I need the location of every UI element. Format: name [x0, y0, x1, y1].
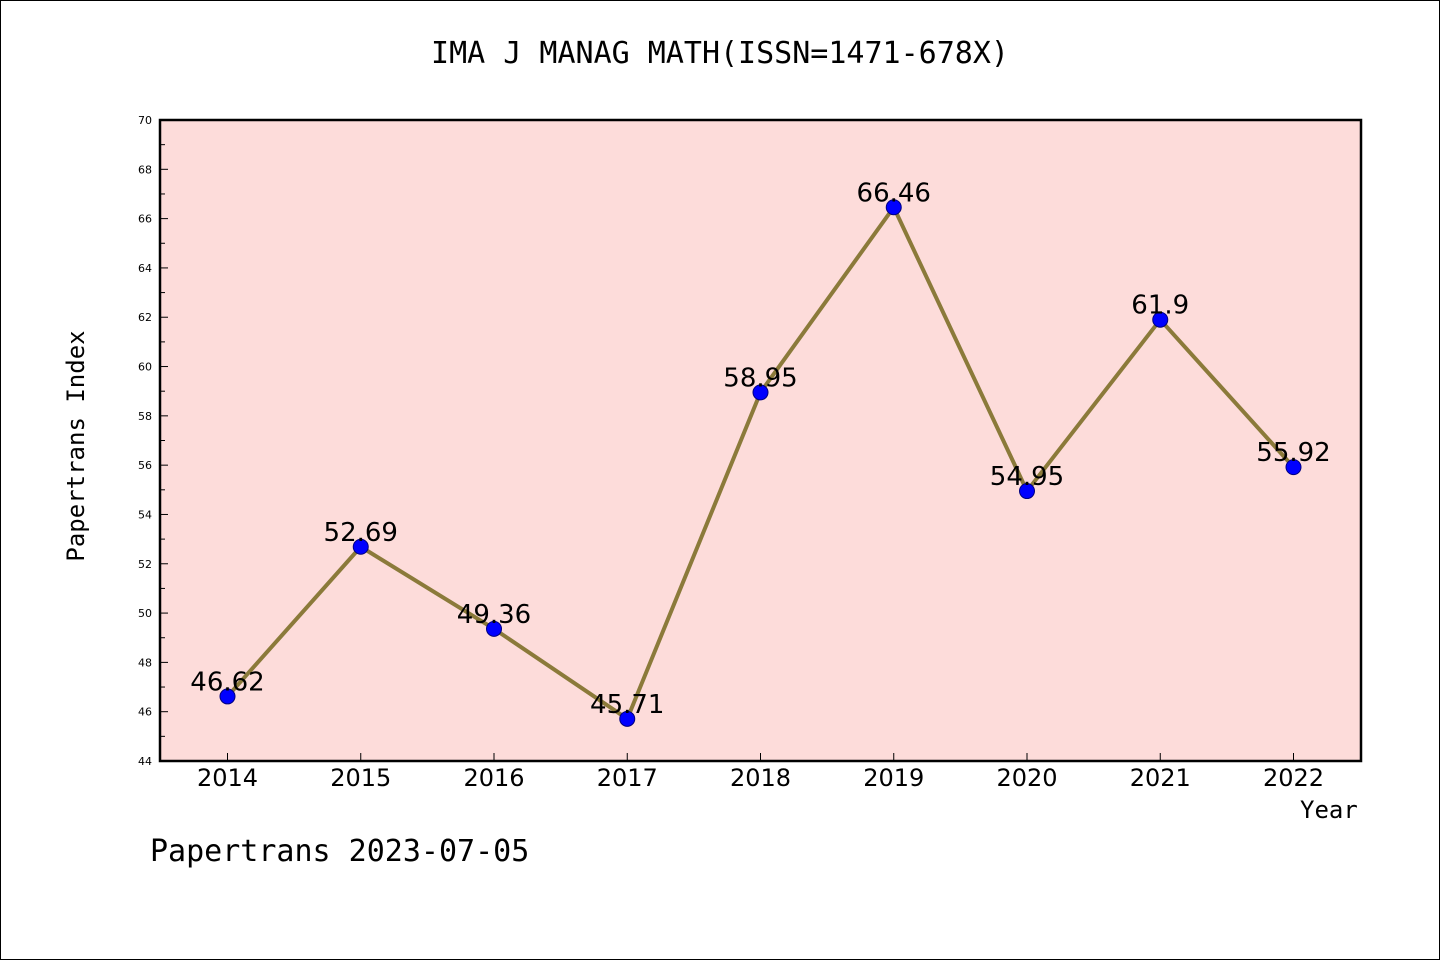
x-tick-label: 2020	[996, 764, 1057, 792]
y-tick-label: 66	[138, 213, 152, 226]
x-tick-label: 2016	[463, 764, 524, 792]
y-tick-label: 46	[138, 706, 152, 719]
data-point	[486, 620, 502, 637]
data-point	[619, 710, 636, 727]
data-point	[752, 384, 769, 401]
plot-border	[158, 118, 1363, 763]
data-label: 66.46	[857, 178, 931, 208]
y-tick-label: 44	[138, 755, 152, 768]
x-tick-label: 2014	[197, 764, 258, 792]
data-label: 54.95	[990, 462, 1064, 492]
y-tick-label: 64	[138, 262, 152, 275]
data-label: 58.95	[723, 363, 797, 393]
data-label: 49.36	[457, 600, 531, 630]
y-tick-label: 50	[138, 607, 152, 620]
x-tick-label: 2018	[730, 764, 791, 792]
x-tick-label: 2015	[330, 764, 391, 792]
data-point	[885, 199, 902, 216]
data-point	[1152, 311, 1169, 328]
y-tick-label: 52	[138, 558, 152, 571]
y-tick-label: 48	[138, 656, 152, 669]
y-tick-label: 70	[138, 114, 152, 127]
y-tick-label: 56	[138, 459, 152, 472]
y-tick-label: 68	[138, 163, 152, 176]
data-label: 55.92	[1256, 438, 1330, 468]
data-point	[1019, 483, 1035, 500]
y-tick-label: 62	[138, 311, 152, 324]
chart-title: IMA J MANAG MATH(ISSN=1471-678X)	[431, 36, 1009, 71]
data-point	[352, 538, 369, 555]
data-label: 61.9	[1131, 291, 1189, 321]
y-tick-label: 60	[138, 361, 152, 374]
y-tick-label: 58	[138, 410, 152, 423]
data-label: 45.71	[590, 690, 664, 720]
x-tick-label: 2022	[1263, 764, 1324, 792]
data-label: 46.62	[190, 667, 264, 697]
y-tick-label: 54	[138, 508, 152, 521]
x-axis-label: Year	[1300, 796, 1358, 824]
plot-area	[160, 120, 1361, 761]
data-point	[219, 688, 236, 705]
footer-text: Papertrans 2023-07-05	[150, 834, 530, 869]
data-label: 52.69	[324, 518, 398, 548]
data-point	[1285, 459, 1302, 476]
x-tick-label: 2021	[1130, 764, 1191, 792]
x-tick-label: 2017	[597, 764, 658, 792]
x-tick-label: 2019	[863, 764, 924, 792]
